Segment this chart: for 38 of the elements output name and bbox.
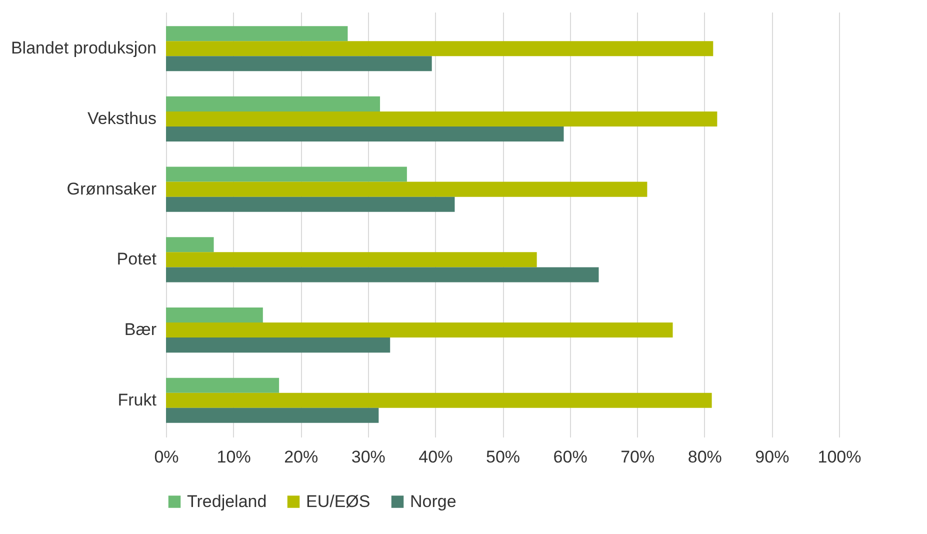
x-tick-label: 10% <box>216 448 251 466</box>
bar <box>166 308 263 323</box>
bar <box>166 41 714 56</box>
x-tick-label: 100% <box>818 448 862 466</box>
bar <box>166 182 648 197</box>
y-tick-label: Frukt <box>118 390 157 410</box>
y-tick-label: Bær <box>124 320 157 340</box>
bar <box>166 126 564 142</box>
bar <box>166 267 599 282</box>
bar <box>166 196 455 212</box>
y-tick-label: Potet <box>116 250 157 269</box>
legend-label: Tredjeland <box>187 492 267 511</box>
bar <box>166 392 712 408</box>
bar <box>166 56 432 72</box>
bar <box>166 252 537 268</box>
x-tick-label: 60% <box>553 448 588 466</box>
x-tick-label: 80% <box>688 448 722 466</box>
y-tick-label: Blandet produksjon <box>10 38 156 58</box>
bar <box>166 322 673 338</box>
x-tick-label: 50% <box>486 448 520 466</box>
x-tick-label: 30% <box>351 448 386 466</box>
bar <box>166 338 390 353</box>
x-tick-label: 90% <box>755 448 790 466</box>
x-tick-label: 70% <box>620 448 655 466</box>
bar <box>166 111 718 126</box>
bar <box>166 408 379 423</box>
x-tick-label: 20% <box>284 448 318 466</box>
legend-label: EU/EØS <box>306 492 370 511</box>
bar <box>166 378 280 393</box>
y-tick-label: Grønnsaker <box>66 179 157 198</box>
y-tick-label: Veksthus <box>88 108 156 128</box>
bar <box>166 26 348 42</box>
x-tick-label: 0% <box>154 448 179 466</box>
bar <box>166 237 214 252</box>
x-tick-label: 40% <box>418 448 453 466</box>
bar <box>166 96 380 112</box>
bar <box>166 166 407 182</box>
legend-label: Norge <box>410 492 456 511</box>
